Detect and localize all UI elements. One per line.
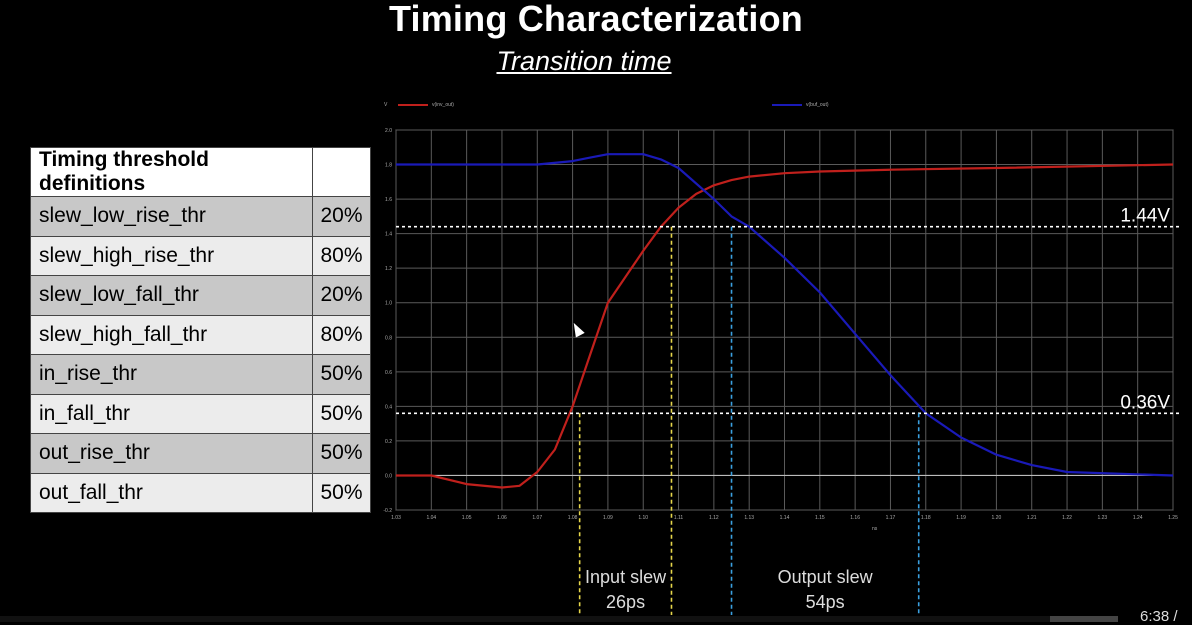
x-tick-label: 1.14 [780,515,790,521]
x-tick-label: 1.16 [850,515,860,521]
y-tick-label: 0.8 [385,335,392,341]
threshold-value: 80% [312,314,371,355]
table-row: slew_high_rise_thr 80% [30,235,371,276]
y-tick-label: -0.2 [383,508,392,514]
threshold-label: 0.36V [1120,392,1170,413]
table-row: out_fall_thr 50% [30,472,371,513]
threshold-name: out_rise_thr [30,433,313,474]
y-tick-label: 1.0 [385,301,392,307]
slide-subtitle: Transition time [496,46,672,76]
video-progress-buffer [1050,616,1118,622]
x-tick-label: 1.07 [532,515,542,521]
x-tick-label: 1.03 [391,515,401,521]
y-tick-label: 0.2 [385,439,392,445]
video-time-label: 6:38 / [1140,608,1178,625]
threshold-value: 50% [312,393,371,434]
slew-span-value: 54ps [806,592,845,612]
x-tick-label: 1.12 [709,515,719,521]
y-tick-label: 1.6 [385,197,392,203]
x-tick-label: 1.23 [1097,515,1107,521]
table-row: slew_low_fall_thr 20% [30,275,371,316]
threshold-name: in_rise_thr [30,354,313,395]
threshold-value: 50% [312,472,371,513]
x-tick-label: 1.18 [921,515,931,521]
x-tick-label: 1.11 [674,515,684,521]
x-tick-label: 1.21 [1027,515,1037,521]
table-row: slew_high_fall_thr 80% [30,314,371,355]
threshold-value: 50% [312,354,371,395]
slew-span-label: Input slew [585,567,667,587]
threshold-name: slew_low_fall_thr [30,275,313,316]
x-tick-label: 1.10 [638,515,648,521]
threshold-label: 1.44V [1120,206,1170,227]
x-tick-label: 1.08 [568,515,578,521]
y-tick-label: 0.6 [385,370,392,376]
x-tick-label: 1.17 [886,515,896,521]
y-axis-label: V [384,102,388,108]
table-header: Timing threshold definitions [30,147,313,197]
series-line-1 [396,153,1174,477]
video-progress-track[interactable] [0,616,1050,622]
x-tick-label: 1.20 [992,515,1002,521]
y-tick-label: 2.0 [385,128,392,134]
table-row: in_rise_thr 50% [30,354,371,395]
y-tick-label: 1.8 [385,163,392,169]
series-line-0 [396,163,1174,489]
table-row: out_rise_thr 50% [30,433,371,474]
x-tick-label: 1.13 [744,515,754,521]
threshold-value: 50% [312,433,371,474]
x-tick-label: 1.15 [815,515,825,521]
x-tick-label: 1.09 [603,515,613,521]
threshold-name: slew_high_fall_thr [30,314,313,355]
slew-span-value: 26ps [606,592,645,612]
x-tick-label: 1.25 [1168,515,1178,521]
y-tick-label: 0.0 [385,473,392,479]
threshold-value: 20% [312,275,371,316]
y-tick-label: 1.4 [385,232,392,238]
x-tick-label: 1.22 [1062,515,1072,521]
table-row: slew_low_rise_thr 20% [30,196,371,237]
x-tick-label: 1.04 [426,515,436,521]
threshold-name: slew_low_rise_thr [30,196,313,237]
legend-label: v(buf_out) [806,102,829,108]
threshold-name: out_fall_thr [30,472,313,513]
legend-label: v(inv_out) [432,102,454,108]
x-tick-label: 1.06 [497,515,507,521]
x-tick-label: 1.05 [462,515,472,521]
threshold-value: 80% [312,235,371,276]
table-header-empty [312,147,371,197]
x-axis-label: ns [872,526,878,532]
slew-span-label: Output slew [778,567,874,587]
table-header-row: Timing threshold definitions [30,147,371,197]
slide-title: Timing Characterization [388,0,803,39]
x-tick-label: 1.19 [956,515,966,521]
threshold-name: slew_high_rise_thr [30,235,313,276]
threshold-value: 20% [312,196,371,237]
x-tick-label: 1.24 [1133,515,1143,521]
threshold-name: in_fall_thr [30,393,313,434]
y-tick-label: 1.2 [385,266,392,272]
threshold-table: Timing threshold definitions slew_low_ri… [30,147,371,513]
y-tick-label: 0.4 [385,404,392,410]
table-row: in_fall_thr 50% [30,393,371,434]
